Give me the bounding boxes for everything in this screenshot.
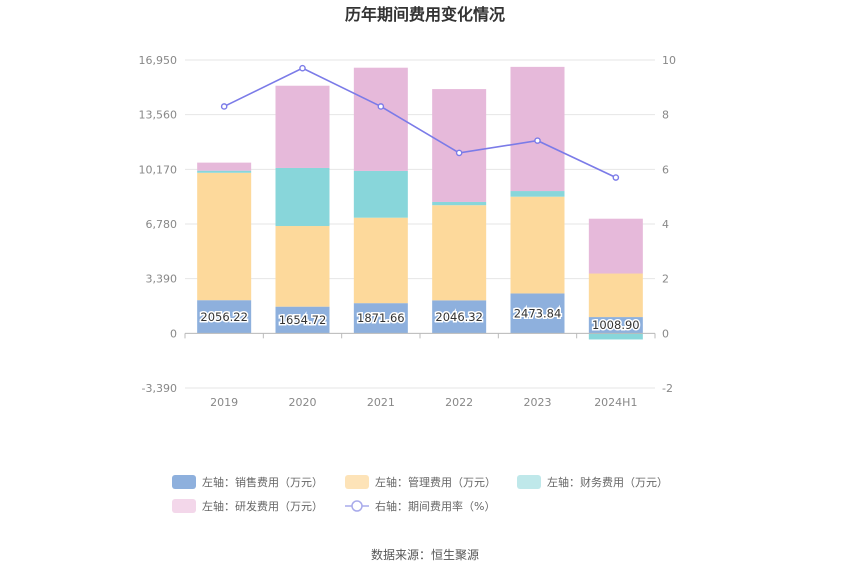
expense-rate-point <box>299 64 306 72</box>
sales-bar <box>275 306 330 334</box>
left-axis-ticks: 16,950 13,560 10,170 6,780 3,390 0 -3,390 <box>139 54 178 395</box>
legend-swatch <box>345 475 369 489</box>
x-tick-label: 2020 <box>289 396 317 409</box>
chart-title: 历年期间费用变化情况 <box>345 5 505 24</box>
x-tick-label: 2021 <box>367 396 395 409</box>
sales-bar <box>197 300 252 334</box>
finance-bar <box>432 201 487 206</box>
data-label: 1008.90 <box>592 318 640 332</box>
left-tick-label: 16,950 <box>139 54 178 67</box>
x-tick-label: 2022 <box>445 396 473 409</box>
left-tick-label: -3,390 <box>142 382 177 395</box>
left-tick-label: 6,780 <box>146 218 178 231</box>
x-axis: 2019 2020 2021 2022 2023 2024H1 <box>184 332 656 409</box>
admin-bar <box>432 205 487 301</box>
right-tick-label: 10 <box>662 54 676 67</box>
sales-bar <box>510 293 565 334</box>
gridlines <box>185 59 655 389</box>
right-tick-label: 4 <box>662 218 669 231</box>
left-tick-label: 13,560 <box>139 109 178 122</box>
rd-bar <box>353 67 408 171</box>
legend-swatch <box>517 475 541 489</box>
left-tick-label: 0 <box>170 327 177 340</box>
data-labels: 2056.22 1654.72 1871.66 2046.32 2473.84 1008.… <box>199 305 641 334</box>
x-tick-label: 2024H1 <box>594 396 637 409</box>
finance-bar <box>353 170 408 218</box>
right-axis-ticks: 10 8 6 4 2 0 -2 <box>662 54 676 395</box>
sales-bar <box>432 300 487 334</box>
finance-bar <box>588 333 643 340</box>
legend-label: 左轴：研发费用（万元） <box>202 499 323 513</box>
legend-swatch <box>172 499 196 513</box>
sales-bar <box>588 317 643 334</box>
x-tick-label: 2023 <box>524 396 552 409</box>
finance-bar <box>275 167 330 227</box>
rd-bar <box>588 218 643 274</box>
x-tick-label: 2019 <box>210 396 238 409</box>
data-label: 2473.84 <box>514 306 562 320</box>
admin-bar <box>197 172 252 301</box>
expense-rate-point <box>455 149 463 157</box>
legend-label: 左轴：管理费用（万元） <box>375 475 496 489</box>
right-tick-label: 0 <box>662 327 669 340</box>
line-series <box>220 64 620 181</box>
admin-bar <box>275 226 330 307</box>
admin-bar <box>510 196 565 294</box>
admin-bar <box>588 273 643 318</box>
sales-bar <box>353 303 408 334</box>
data-label: 1871.66 <box>357 311 405 325</box>
finance-bar <box>510 191 565 197</box>
rd-bar <box>432 89 487 202</box>
expense-rate-point <box>534 137 541 144</box>
data-label: 2046.32 <box>435 310 483 324</box>
source-note: 数据来源：恒生聚源 <box>371 547 479 562</box>
expense-rate-point <box>220 103 228 110</box>
left-tick-label: 10,170 <box>139 163 178 176</box>
right-tick-label: 6 <box>662 163 669 176</box>
data-label: 1654.72 <box>279 313 327 327</box>
rd-bar <box>510 66 565 192</box>
data-label: 2056.22 <box>200 310 248 324</box>
expense-rate-point <box>612 174 620 181</box>
expense-rate-point <box>377 103 385 110</box>
legend-label: 左轴：财务费用（万元） <box>547 475 668 489</box>
finance-bar <box>197 170 252 173</box>
expense-rate-line <box>223 67 617 179</box>
right-tick-label: 8 <box>662 109 669 122</box>
legend-swatch <box>172 475 196 489</box>
rd-bar <box>197 162 252 171</box>
rd-bar <box>275 85 330 168</box>
bar-series <box>197 66 643 340</box>
legend-swatch-marker <box>351 500 363 512</box>
right-tick-label: -2 <box>662 382 673 395</box>
left-tick-label: 3,390 <box>146 273 178 286</box>
legend-label: 左轴：销售费用（万元） <box>202 475 323 489</box>
legend-label: 右轴：期间费用率（%） <box>375 499 495 513</box>
right-tick-label: 2 <box>662 273 669 286</box>
admin-bar <box>353 217 408 304</box>
legend[interactable]: 左轴：销售费用（万元） 左轴：管理费用（万元） 左轴：财务费用（万元） 左轴：研发费用… <box>172 475 668 513</box>
